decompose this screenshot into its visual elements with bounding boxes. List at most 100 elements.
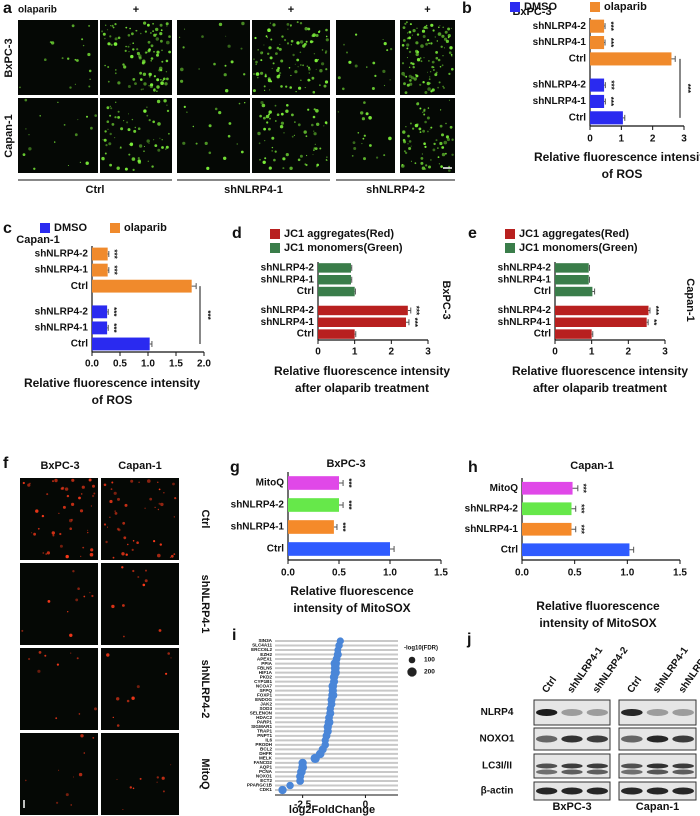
fluorescence-spot [94, 114, 97, 117]
fluorescence-spot [313, 108, 316, 111]
fluorescence-spot [260, 71, 264, 75]
fluorescence-spot [163, 77, 166, 81]
fluorescence-spot [74, 83, 76, 85]
bar [318, 317, 406, 327]
category-label: shNLRP4-1 [35, 265, 89, 276]
fluorescence-spot [412, 66, 415, 69]
fluorescence-spot [446, 136, 449, 139]
fluorescence-spot [121, 552, 125, 556]
fluorescence-spot [311, 76, 315, 80]
fluorescence-spot [128, 113, 129, 115]
fluorescence-spot [269, 22, 271, 24]
fluorescence-spot [52, 480, 54, 483]
bar [92, 247, 108, 261]
x-tick-label: 0 [363, 800, 369, 811]
group-label: shNLRP4-1 [224, 184, 283, 196]
fluorescence-spot [110, 43, 113, 47]
fluorescence-spot [406, 83, 410, 87]
fluorescence-spot [214, 107, 218, 111]
fluorescence-spot [263, 85, 266, 88]
fluorescence-spot [133, 129, 137, 133]
fluorescence-spot [267, 28, 271, 32]
fluorescence-spot [324, 121, 328, 124]
gene-label: HDAC2 [256, 715, 272, 720]
fluorescence-spot [319, 147, 322, 150]
bar [92, 279, 192, 293]
error-bar [648, 307, 651, 314]
fluorescence-spot [434, 36, 436, 38]
band [536, 709, 558, 716]
fluorescence-spot [156, 781, 158, 783]
lane-label: Ctrl [625, 675, 644, 696]
fluorescence-spot [405, 126, 407, 128]
fluorescence-spot [58, 512, 60, 515]
fluorescence-spot [326, 156, 328, 158]
fluorescence-spot [105, 24, 107, 26]
fluorescence-spot [432, 148, 436, 152]
fluorescence-spot [89, 78, 91, 81]
fluorescence-spot [316, 122, 320, 127]
fluorescence-spot [180, 67, 184, 72]
fluorescence-spot [227, 134, 231, 138]
fluorescence-spot [291, 135, 294, 138]
fluorescence-spot [116, 778, 118, 780]
fluorescence-spot [383, 154, 386, 157]
fluorescence-spot [166, 109, 170, 113]
fluorescence-spot [115, 69, 117, 71]
significance: *** [109, 307, 118, 317]
fluorescence-spot [383, 84, 386, 87]
fluorescence-spot [107, 80, 110, 83]
fluorescence-spot [89, 552, 94, 557]
fluorescence-spot [313, 130, 315, 132]
fluorescence-spot [305, 40, 308, 43]
fluorescence-spot [427, 71, 428, 73]
fluorescence-spot [315, 68, 317, 70]
fluorescence-spot [156, 78, 160, 82]
fluorescence-spot [282, 167, 285, 170]
x-tick-label: 1.0 [383, 568, 397, 579]
fluorescence-spot [150, 57, 154, 60]
fluorescence-spot [132, 42, 134, 44]
fluorescence-spot [420, 161, 424, 165]
fluorescence-spot [244, 102, 246, 104]
fluorescence-spot [269, 117, 271, 120]
fluorescence-spot [271, 150, 274, 152]
dot [296, 777, 305, 785]
fluorescence-spot [108, 142, 112, 146]
fluorescence-spot [81, 38, 84, 41]
gene-label: PCNA [259, 769, 273, 774]
fluorescence-spot [354, 64, 358, 68]
fluorescence-spot [408, 36, 411, 40]
fluorescence-spot [290, 25, 292, 27]
fluorescence-spot [415, 52, 419, 57]
bar [590, 111, 623, 125]
error-bar [107, 324, 109, 331]
error-bar [646, 319, 649, 326]
fluorescence-spot [431, 65, 434, 69]
fluorescence-spot [292, 53, 295, 57]
error-bar [588, 276, 590, 283]
fluorescence-spot [260, 59, 263, 62]
fluorescence-spot [409, 82, 413, 86]
fluorescence-spot [150, 32, 152, 34]
panel-letter: a [3, 0, 12, 17]
x-axis-label: Relative fluorescence [536, 599, 660, 613]
fluorescence-spot [122, 521, 126, 525]
fluorescence-spot [371, 87, 375, 90]
micrograph [101, 478, 179, 560]
significance: *** [606, 97, 615, 107]
fluorescence-spot [111, 604, 115, 609]
fluorescence-spot [90, 126, 93, 130]
fluorescence-spot [342, 87, 345, 91]
fluorescence-spot [159, 137, 161, 139]
fluorescence-spot [88, 85, 91, 88]
fluorescence-spot [369, 144, 372, 147]
fluorescence-spot [361, 143, 363, 145]
fluorescence-spot [409, 23, 412, 26]
fluorescence-spot [116, 697, 120, 701]
fluorescence-spot [69, 527, 72, 530]
error-bar [604, 98, 606, 105]
fluorescence-spot [106, 653, 110, 657]
fluorescence-spot [186, 111, 188, 113]
fluorescence-spot [113, 491, 117, 495]
